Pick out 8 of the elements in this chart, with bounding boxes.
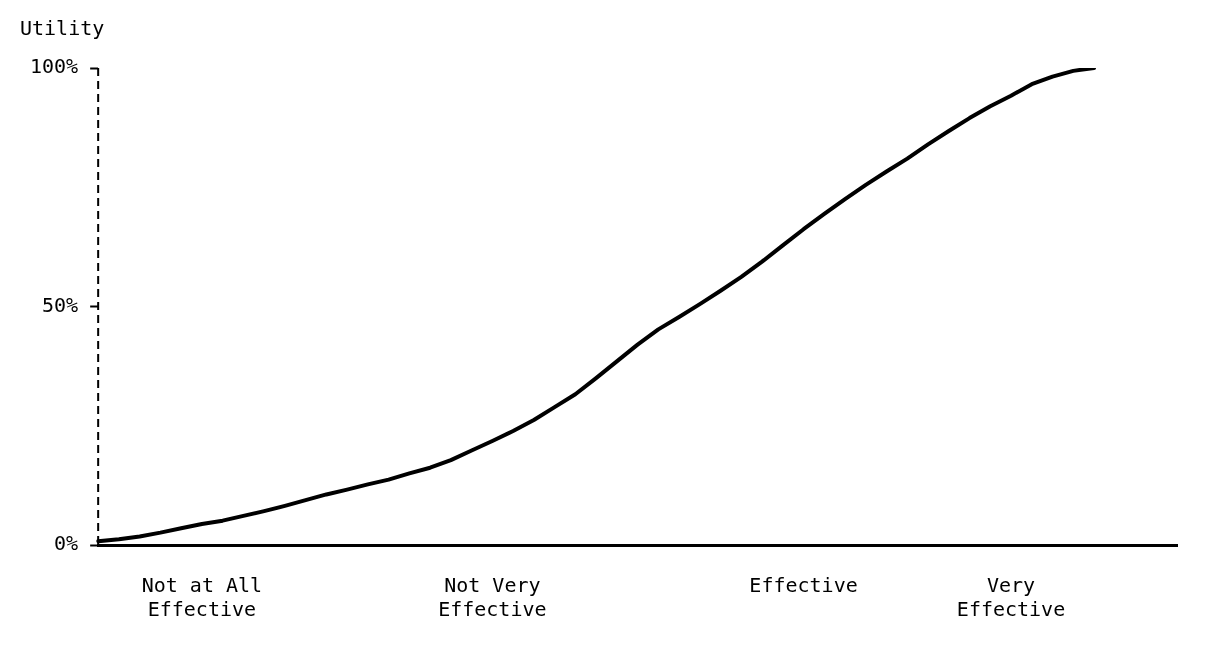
y-tick-label: 0% [54, 531, 79, 556]
x-tick-label: Not at All Effective [141, 573, 263, 622]
y-axis-title: Utility [20, 16, 105, 40]
x-tick-label: Effective [749, 573, 858, 598]
x-tick-label: Not Very Effective [438, 573, 547, 622]
y-tick-label: 100% [29, 54, 79, 79]
y-tick-label: 50% [42, 292, 79, 317]
x-tick-label: Very Effective [956, 573, 1066, 622]
